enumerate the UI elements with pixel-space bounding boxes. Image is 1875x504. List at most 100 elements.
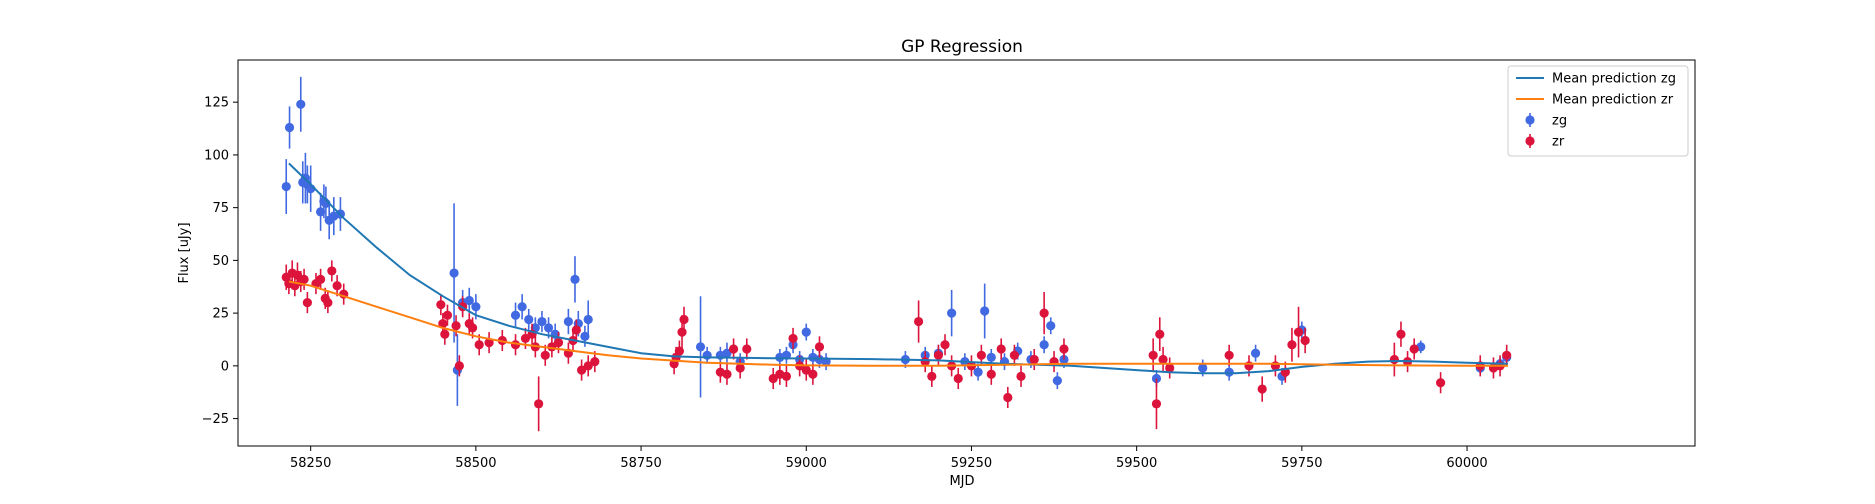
zr-point [940, 340, 950, 350]
zr-point [571, 325, 581, 335]
zg-point [517, 302, 527, 312]
zr-point [534, 399, 544, 409]
zr-point [1158, 354, 1168, 365]
y-tick-label: −25 [202, 412, 229, 427]
zg-point [1224, 367, 1234, 377]
zg-point [296, 99, 306, 109]
zr-point [927, 371, 937, 381]
zr-point [1389, 354, 1399, 365]
zg-point [281, 181, 291, 192]
zr-point [302, 297, 312, 308]
zr-point [788, 333, 798, 344]
zr-point [1009, 350, 1020, 360]
zr-point [327, 266, 337, 276]
zr-point [953, 373, 963, 384]
x-tick-label: 58250 [290, 456, 331, 471]
legend-item: zr [1525, 134, 1565, 150]
y-tick-label: 75 [212, 201, 229, 216]
y-tick-label: 100 [204, 148, 229, 163]
zr-point [590, 357, 600, 367]
zg-point [695, 342, 706, 352]
zg-point [570, 274, 580, 284]
x-tick-label: 59750 [1281, 456, 1322, 471]
zr-point [986, 369, 996, 379]
y-tick-label: 50 [212, 254, 229, 269]
zg-point [973, 367, 983, 377]
zr-point [1300, 335, 1310, 346]
zr-point [484, 338, 494, 348]
zr-point [474, 340, 484, 350]
zg-point [947, 308, 957, 318]
y-tick-label: 125 [204, 96, 229, 111]
zg-point [524, 314, 534, 325]
zr-point [467, 323, 478, 333]
x-tick-label: 59250 [951, 456, 992, 471]
zg-point [315, 207, 326, 217]
zg-point [980, 306, 990, 316]
zr-point [1059, 344, 1069, 354]
zg-point [580, 331, 590, 341]
zr-point [679, 314, 689, 325]
zr-point [801, 365, 811, 375]
x-tick-label: 59500 [1116, 456, 1157, 471]
zg-point [1046, 321, 1056, 331]
zr-point [814, 342, 825, 352]
zr-point [742, 344, 752, 354]
legend-item: Mean prediction zg [1516, 72, 1676, 87]
zg-point [563, 316, 573, 327]
zr-point [677, 327, 687, 337]
zr-point [1148, 350, 1158, 360]
zr-point [436, 300, 446, 310]
zg-point [722, 348, 732, 358]
zg-point [537, 316, 547, 327]
chart-title: GP Regression [901, 37, 1023, 57]
y-axis-label: Flux [uJy] [177, 222, 192, 283]
zr-point [1165, 363, 1175, 373]
zr-point [722, 369, 732, 379]
legend-item: zg [1525, 113, 1567, 129]
zr-point [1003, 392, 1013, 403]
zr-point [323, 297, 333, 308]
zg-point [702, 350, 712, 360]
zr-point [1151, 399, 1162, 409]
zr-point [728, 344, 739, 354]
zr-point [1293, 327, 1304, 337]
zg-point [801, 327, 811, 337]
zr-point [1436, 378, 1446, 388]
zg-point [1250, 348, 1261, 358]
y-tick-label: 25 [212, 307, 229, 322]
zr-point [315, 274, 326, 284]
zr-point [1502, 350, 1512, 360]
zg-point [464, 295, 474, 306]
legend-label: zr [1552, 135, 1565, 150]
zg-point [449, 268, 459, 278]
zr-point [520, 333, 531, 344]
x-tick-label: 58750 [620, 456, 661, 471]
zr-point [451, 321, 461, 331]
series-zr [281, 260, 1512, 432]
zg-point [986, 352, 996, 363]
zr-point [583, 361, 593, 371]
zr-point [1257, 384, 1267, 394]
zg-point [583, 314, 593, 325]
zg-point [510, 310, 521, 320]
zr-point [577, 365, 587, 375]
axes-layer: 58250 58500 58750 59000 59250 59500 59750 60000… [202, 59, 1696, 471]
zr-point [933, 350, 944, 360]
zr-point [1287, 340, 1297, 350]
zr-point [1396, 329, 1406, 339]
series-layer [281, 76, 1512, 432]
x-tick-label: 58500 [455, 456, 496, 471]
zr-point [553, 338, 564, 348]
legend-label: Mean prediction zr [1552, 93, 1674, 108]
zg-point [1052, 376, 1062, 386]
zg-point [1039, 340, 1049, 350]
zr-point [808, 369, 818, 379]
legend-item: Mean prediction zr [1516, 93, 1674, 108]
zr-point [1016, 371, 1026, 381]
zg-point [543, 323, 554, 333]
zr-point [1029, 354, 1039, 365]
zr-point [440, 329, 450, 339]
